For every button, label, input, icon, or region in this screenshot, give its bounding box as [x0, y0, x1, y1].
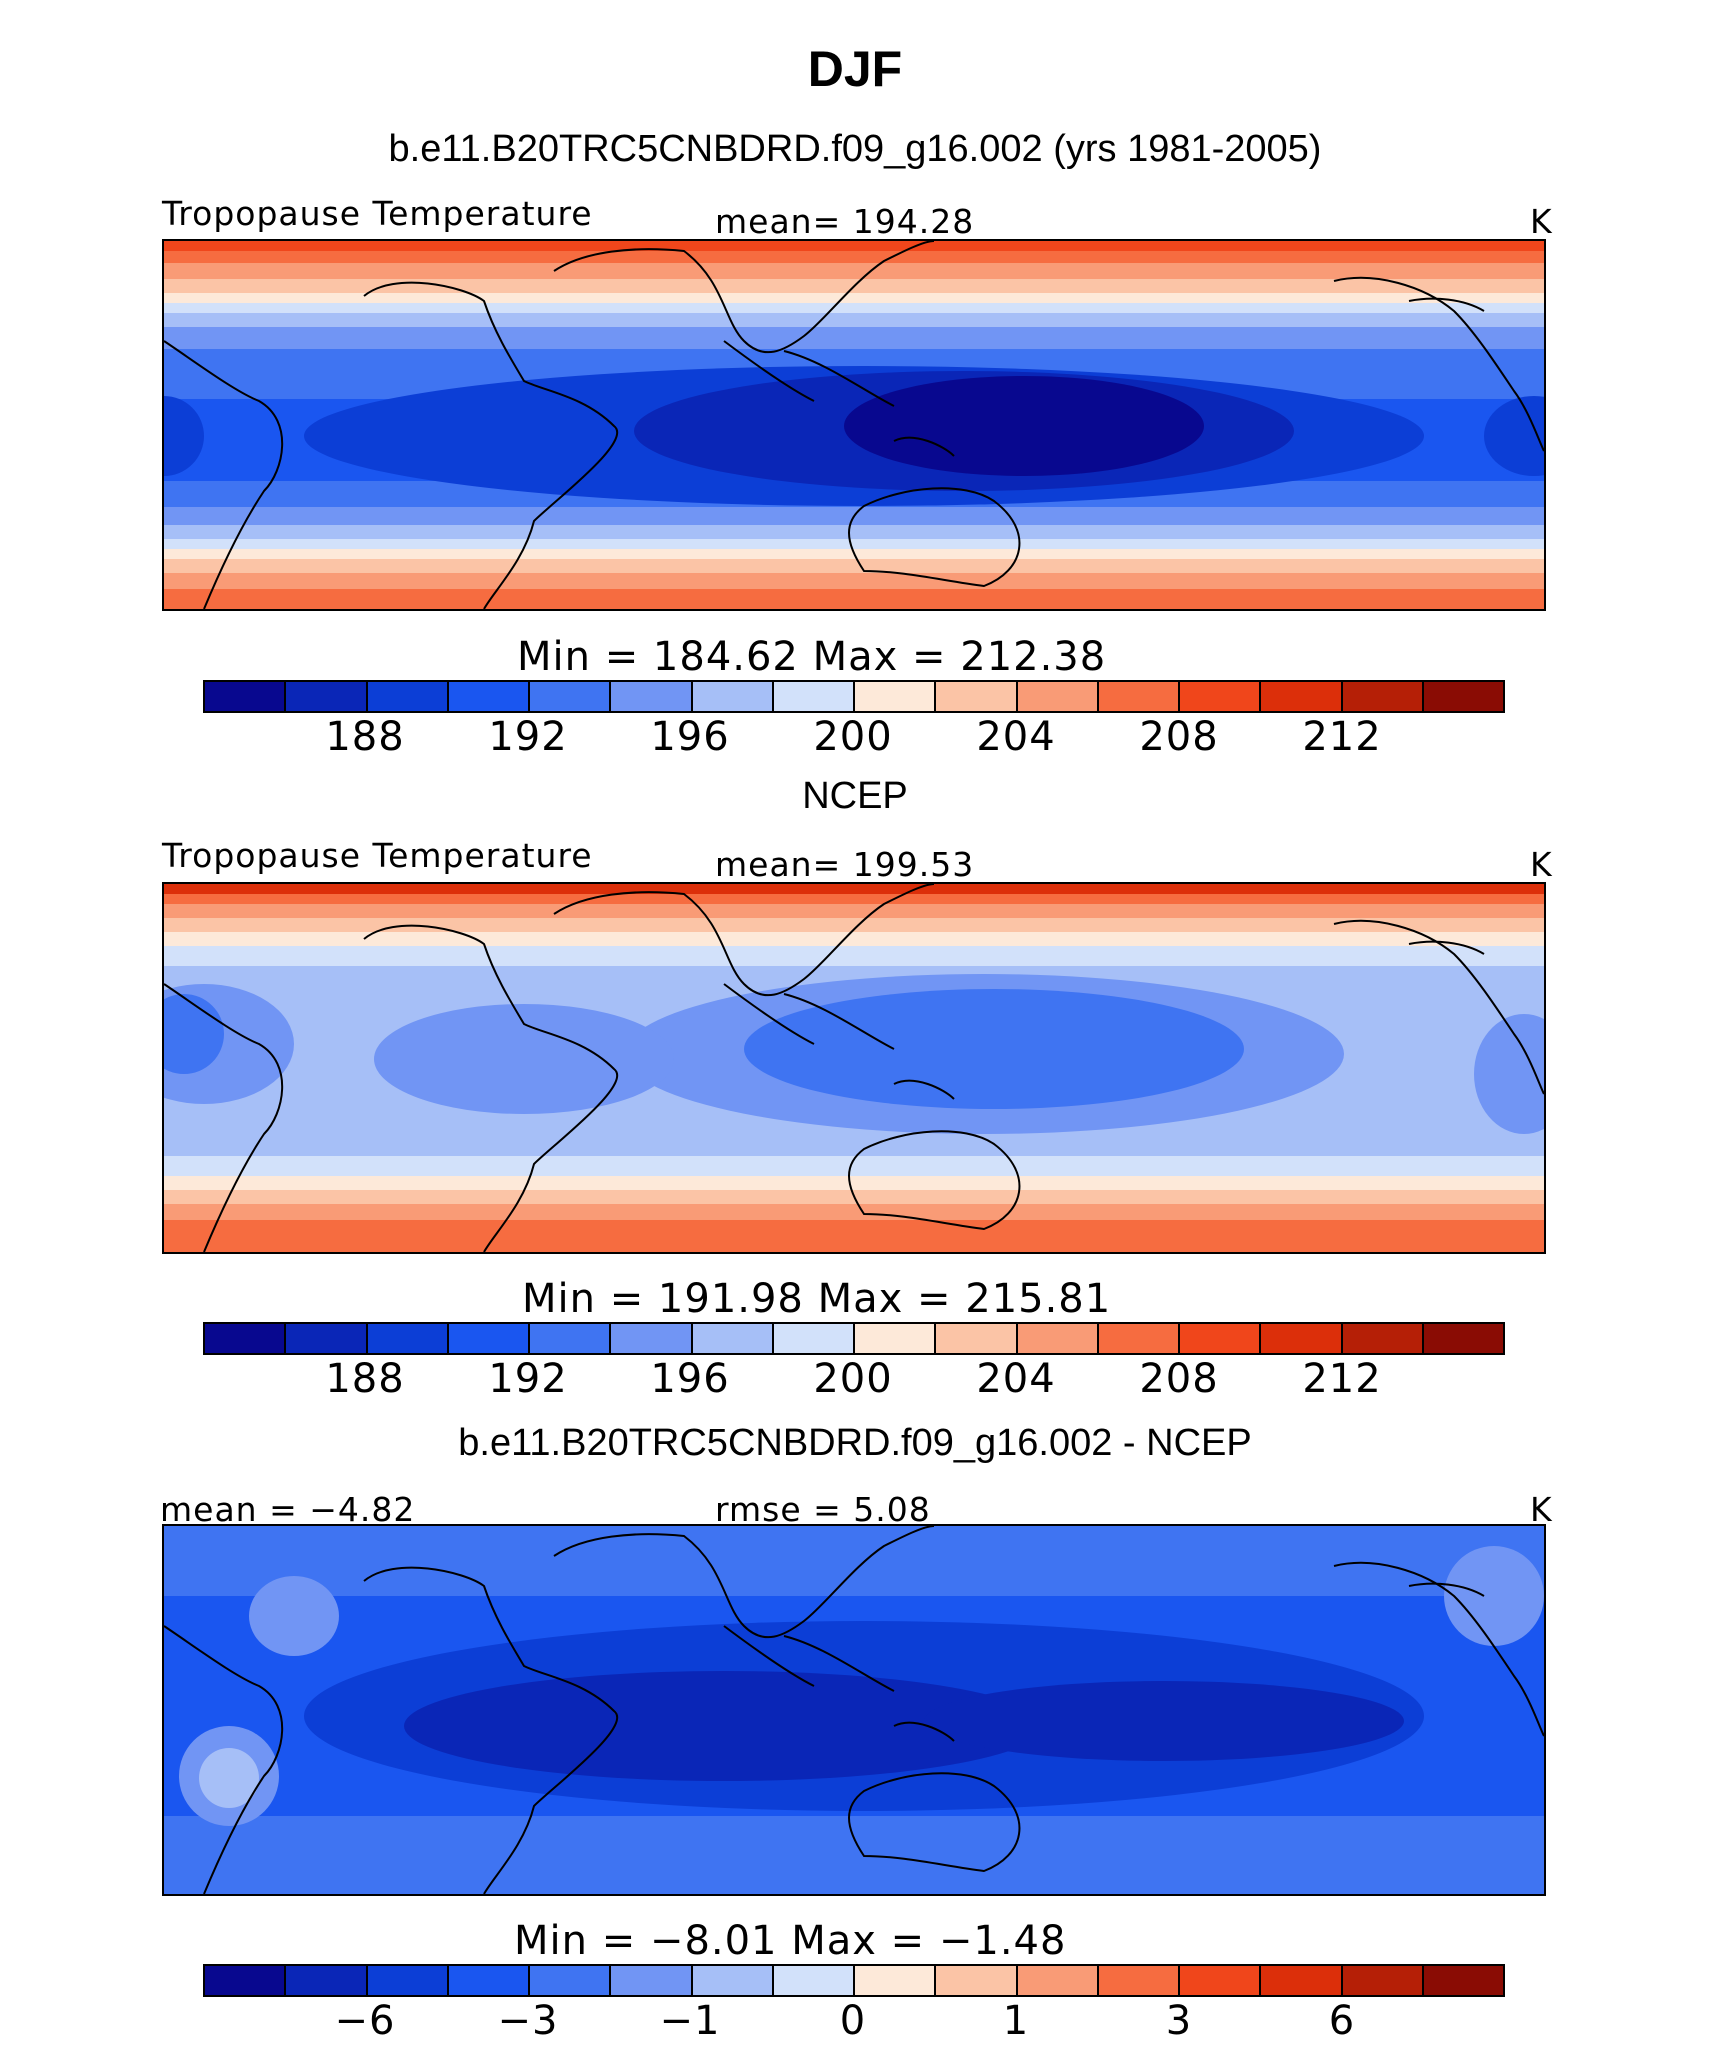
panel1-tick: 188 — [325, 714, 405, 760]
colorbar-swatch — [367, 1324, 449, 1353]
panel1-subtitle: b.e11.B20TRC5CNBDRD.f09_g16.002 (yrs 198… — [388, 128, 1322, 170]
colorbar-swatch — [286, 1324, 368, 1353]
colorbar-swatch — [1261, 682, 1343, 711]
colorbar-swatch — [773, 1966, 855, 1995]
colorbar-swatch — [1261, 1324, 1343, 1353]
panel3-tick: 0 — [839, 1998, 867, 2044]
panel2-tick: 188 — [325, 1356, 405, 1402]
colorbar-swatch — [1098, 1324, 1180, 1353]
panel1-tick: 212 — [1302, 714, 1382, 760]
colorbar-swatch — [1423, 1324, 1503, 1353]
panel3-tick: −1 — [659, 1998, 721, 2044]
panel2-tick: 192 — [488, 1356, 568, 1402]
panel3-map — [162, 1524, 1546, 1896]
panel3-minmax: Min = −8.01 Max = −1.48 — [514, 1918, 1067, 1964]
panel1-field-label: Tropopause Temperature — [162, 194, 593, 233]
panel2-mean-label: mean= 199.53 — [715, 845, 975, 884]
panel3-tick: 6 — [1328, 1998, 1356, 2044]
panel2-map — [162, 882, 1546, 1254]
colorbar-swatch — [1342, 1324, 1424, 1353]
panel2-tick: 204 — [976, 1356, 1056, 1402]
colorbar-swatch — [611, 1324, 693, 1353]
colorbar-swatch — [611, 682, 693, 711]
colorbar-swatch — [936, 682, 1018, 711]
panel3-rmse-label: rmse = 5.08 — [715, 1490, 931, 1529]
colorbar-swatch — [773, 1324, 855, 1353]
colorbar-swatch — [1261, 1966, 1343, 1995]
colorbar-swatch — [367, 682, 449, 711]
colorbar-swatch — [530, 1966, 612, 1995]
colorbar-swatch — [1423, 1966, 1503, 1995]
panel2-tick: 200 — [813, 1356, 893, 1402]
panel1-map — [162, 239, 1546, 611]
panel3-colorbar — [203, 1964, 1505, 1997]
panel3-tick: 1 — [1002, 1998, 1030, 2044]
colorbar-swatch — [692, 1966, 774, 1995]
panel2-field-label: Tropopause Temperature — [162, 836, 593, 875]
colorbar-swatch — [855, 1324, 937, 1353]
colorbar-swatch — [1180, 682, 1262, 711]
panel2-tick: 212 — [1302, 1356, 1382, 1402]
colorbar-swatch — [448, 1966, 530, 1995]
colorbar-swatch — [1342, 1966, 1424, 1995]
colorbar-swatch — [936, 1324, 1018, 1353]
panel1-colorbar — [203, 680, 1505, 713]
panel2-tick: 208 — [1139, 1356, 1219, 1402]
colorbar-swatch — [1180, 1324, 1262, 1353]
panel1-tick: 200 — [813, 714, 893, 760]
panel3-mean-label: mean = −4.82 — [160, 1490, 416, 1529]
panel2-tick: 196 — [650, 1356, 730, 1402]
panel2-subtitle: NCEP — [802, 775, 908, 817]
colorbar-swatch — [936, 1966, 1018, 1995]
panel3-subtitle: b.e11.B20TRC5CNBDRD.f09_g16.002 - NCEP — [458, 1422, 1252, 1464]
panel3-tick: −6 — [334, 1998, 396, 2044]
colorbar-swatch — [1098, 1966, 1180, 1995]
colorbar-swatch — [855, 1966, 937, 1995]
colorbar-swatch — [205, 682, 287, 711]
colorbar-swatch — [286, 1966, 368, 1995]
colorbar-swatch — [448, 1324, 530, 1353]
colorbar-swatch — [1098, 682, 1180, 711]
colorbar-swatch — [1017, 1324, 1099, 1353]
panel1-tick: 192 — [488, 714, 568, 760]
colorbar-swatch — [530, 682, 612, 711]
colorbar-swatch — [286, 682, 368, 711]
panel1-mean-label: mean= 194.28 — [715, 202, 975, 241]
panel1-minmax: Min = 184.62 Max = 212.38 — [517, 634, 1107, 680]
colorbar-swatch — [1017, 682, 1099, 711]
panel3-units-label: K — [1530, 1490, 1553, 1529]
panel1-tick: 204 — [976, 714, 1056, 760]
panel2-colorbar — [203, 1322, 1505, 1355]
panel1-tick: 196 — [650, 714, 730, 760]
colorbar-swatch — [1180, 1966, 1262, 1995]
colorbar-swatch — [205, 1324, 287, 1353]
colorbar-swatch — [773, 682, 855, 711]
panel2-minmax: Min = 191.98 Max = 215.81 — [522, 1276, 1112, 1322]
panel2-units-label: K — [1530, 845, 1553, 884]
colorbar-swatch — [448, 682, 530, 711]
panel3-tick: −3 — [497, 1998, 559, 2044]
colorbar-swatch — [1342, 682, 1424, 711]
colorbar-swatch — [530, 1324, 612, 1353]
colorbar-swatch — [855, 682, 937, 711]
colorbar-swatch — [367, 1966, 449, 1995]
colorbar-swatch — [1423, 682, 1503, 711]
panel3-tick: 3 — [1165, 1998, 1193, 2044]
panel1-units-label: K — [1530, 202, 1553, 241]
colorbar-swatch — [205, 1966, 287, 1995]
colorbar-swatch — [1017, 1966, 1099, 1995]
colorbar-swatch — [692, 1324, 774, 1353]
panel1-tick: 208 — [1139, 714, 1219, 760]
page-title: DJF — [807, 41, 903, 97]
colorbar-swatch — [692, 682, 774, 711]
colorbar-swatch — [611, 1966, 693, 1995]
